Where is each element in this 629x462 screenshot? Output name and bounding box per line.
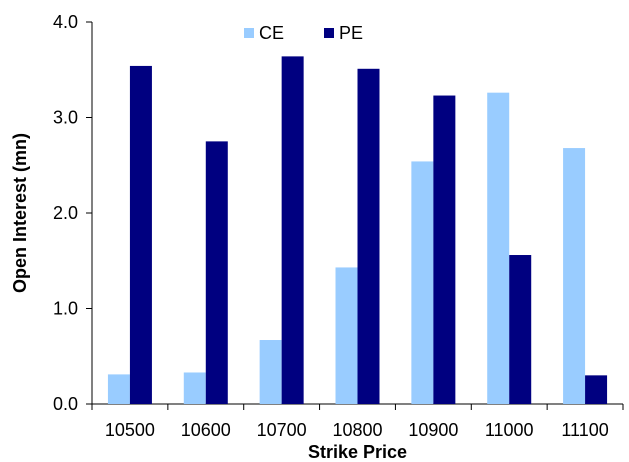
bar-ce-10500 <box>107 374 130 404</box>
bar-ce-11000 <box>487 92 510 405</box>
bar-pe-10700 <box>281 56 304 404</box>
y-axis: 0.0 1.0 2.0 3.0 4.0 <box>53 12 93 414</box>
legend-label-ce: CE <box>259 23 284 43</box>
x-tick-label: 11000 <box>485 420 534 440</box>
x-axis: 10500 10600 10700 10800 10900 11000 11100 <box>91 403 624 440</box>
y-axis-title: Open Interest (mn) <box>10 133 30 293</box>
bar-ce-10800 <box>335 267 358 404</box>
bars <box>107 56 608 405</box>
y-tick-label: 1.0 <box>53 299 78 319</box>
bar-pe-10900 <box>433 95 456 404</box>
bar-pe-10800 <box>357 68 380 405</box>
y-tick-label: 3.0 <box>53 108 78 128</box>
legend: CE PE <box>244 23 363 43</box>
x-axis-title: Strike Price <box>308 442 407 462</box>
bar-ce-10600 <box>183 372 206 404</box>
y-tick-label: 2.0 <box>53 203 78 223</box>
x-tick-label: 10600 <box>181 420 231 440</box>
bar-pe-11100 <box>585 375 608 404</box>
y-tick-label: 0.0 <box>53 394 78 414</box>
bar-pe-10500 <box>129 65 152 405</box>
bar-pe-10600 <box>205 141 228 404</box>
x-tick-label: 10800 <box>332 420 382 440</box>
bar-ce-10700 <box>259 340 282 404</box>
legend-swatch-pe <box>324 28 334 38</box>
x-tick-label: 11100 <box>561 420 608 440</box>
legend-label-pe: PE <box>339 23 363 43</box>
y-tick-label: 4.0 <box>53 12 78 32</box>
bar-ce-11100 <box>563 148 586 404</box>
x-tick-label: 10900 <box>408 420 458 440</box>
x-tick-label: 10500 <box>105 420 155 440</box>
bar-ce-10900 <box>411 161 434 404</box>
bar-pe-11000 <box>509 255 532 404</box>
legend-swatch-ce <box>244 28 254 38</box>
x-tick-label: 10700 <box>257 420 307 440</box>
